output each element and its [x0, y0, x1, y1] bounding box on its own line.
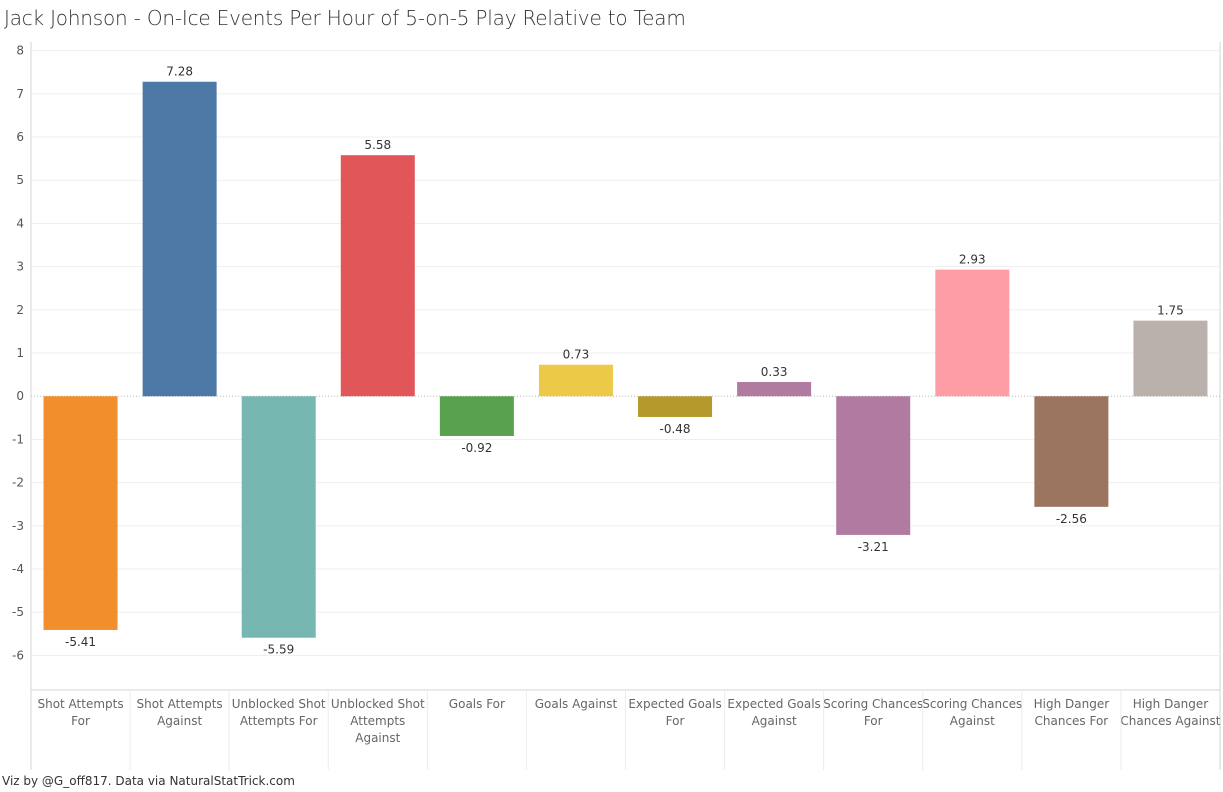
x-category-label: Scoring Chances Against	[922, 697, 1022, 728]
bar	[241, 396, 316, 638]
data-label: -2.56	[1056, 512, 1087, 526]
bar	[43, 396, 118, 630]
y-tick-label: 2	[16, 303, 24, 317]
y-tick-label: 5	[16, 173, 24, 187]
data-label: 7.28	[166, 65, 193, 79]
y-tick-label: -6	[12, 648, 24, 662]
data-label: -5.59	[263, 643, 294, 657]
bar	[935, 269, 1010, 397]
bar	[638, 396, 713, 417]
x-category-label: Shot Attempts For	[37, 697, 123, 728]
bar	[737, 381, 812, 397]
y-tick-label: -2	[12, 476, 24, 490]
data-label: 0.73	[563, 348, 590, 362]
gridlines	[31, 42, 1221, 770]
y-tick-label: 8	[16, 44, 24, 58]
footer-credit: Viz by @G_off817. Data via NaturalStatTr…	[2, 774, 295, 788]
bar	[340, 155, 415, 397]
bar	[1133, 320, 1208, 397]
bar	[439, 396, 514, 436]
x-category-label: Scoring Chances For	[823, 697, 923, 728]
x-category-label: Unblocked Shot Attempts Against	[331, 697, 425, 745]
data-label: 0.33	[761, 365, 788, 379]
y-tick-label: 1	[16, 346, 24, 360]
data-label: -5.41	[65, 635, 96, 649]
y-tick-label: -5	[12, 605, 24, 619]
data-label: -0.92	[461, 441, 492, 455]
bar-chart: 8 7 6 5 4 3 2 1 0 -1 -2 -3 -4 -5 -6 -5.41 7.28 -5.59 5.58…	[12, 42, 1221, 770]
y-tick-label: -1	[12, 432, 24, 446]
y-tick-label: 3	[16, 260, 24, 274]
x-axis: Shot Attempts For Shot Attempts Against Unbl…	[31, 689, 1221, 770]
bars: -5.41 7.28 -5.59 5.58 -0.92 0.73 -0.48 0.33 -3.2…	[43, 65, 1208, 657]
y-tick-label: 4	[16, 216, 24, 230]
bar	[1034, 396, 1109, 507]
x-category-label: High Danger Chances For	[1034, 697, 1110, 728]
y-tick-label: -3	[12, 519, 24, 533]
x-category-label: Unblocked Shot Attempts For	[232, 697, 326, 728]
data-label: 1.75	[1157, 304, 1184, 318]
y-tick-label: 0	[16, 389, 24, 403]
y-tick-label: 6	[16, 130, 24, 144]
x-category-label: High Danger Chances Against	[1120, 697, 1220, 728]
data-label: 5.58	[364, 138, 391, 152]
data-label: -0.48	[660, 422, 691, 436]
y-tick-label: 7	[16, 87, 24, 101]
bar	[142, 81, 217, 397]
y-axis: 8 7 6 5 4 3 2 1 0 -1 -2 -3 -4 -5 -6	[12, 42, 32, 770]
bar	[836, 396, 911, 535]
bar	[538, 364, 613, 397]
x-category-label: Expected Goals For	[628, 697, 721, 728]
data-label: 2.93	[959, 253, 986, 267]
x-category-label: Shot Attempts Against	[137, 697, 223, 728]
data-label: -3.21	[858, 540, 889, 554]
x-category-label: Goals Against	[535, 697, 618, 711]
x-category-label: Goals For	[449, 697, 505, 711]
y-tick-label: -4	[12, 562, 24, 576]
chart-title: Jack Johnson - On-Ice Events Per Hour of…	[4, 6, 686, 30]
x-category-label: Expected Goals Against	[727, 697, 820, 728]
